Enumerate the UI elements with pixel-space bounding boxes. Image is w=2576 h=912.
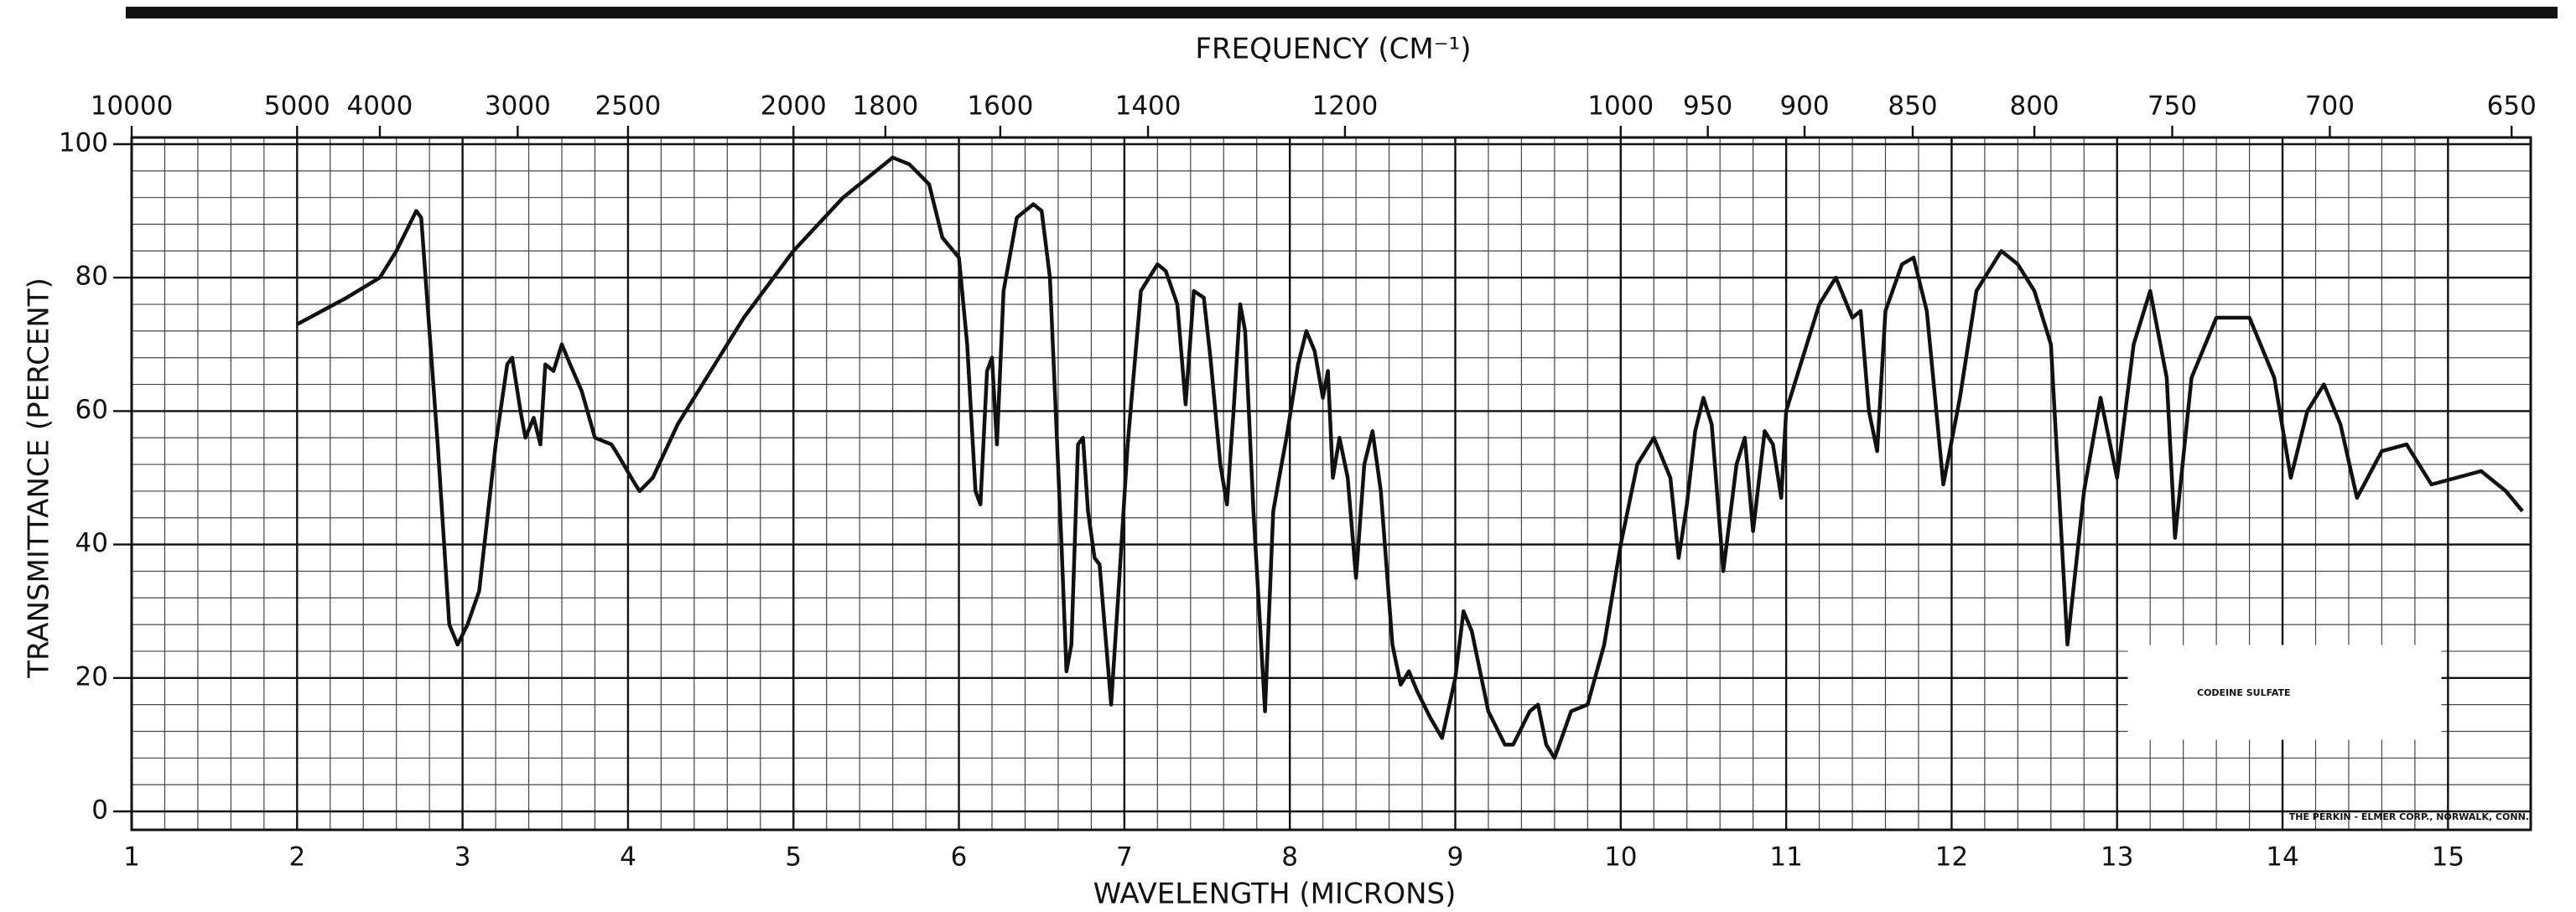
- x-tick-label: 9: [1447, 842, 1464, 873]
- top-axis-title: FREQUENCY (CM⁻¹): [1195, 33, 1471, 66]
- x-tick-label: 8: [1281, 842, 1298, 873]
- y-tick-label: 80: [75, 262, 108, 292]
- y-tick-label: 20: [75, 661, 108, 692]
- x2-tick-label: 800: [2009, 91, 2059, 122]
- y-tick-label: 40: [75, 528, 108, 558]
- x2-tick-label: 700: [2305, 91, 2355, 122]
- x-tick-label: 11: [1769, 842, 1802, 873]
- x-axis-title: WAVELENGTH (MICRONS): [1093, 878, 1457, 911]
- x2-tick-label: 900: [1779, 91, 1829, 122]
- x2-tick-label: 3000: [485, 91, 551, 122]
- x-tick-label: 4: [620, 842, 636, 873]
- top-border: [126, 7, 2558, 18]
- sample-label: CODEINE SULFATE: [2197, 687, 2291, 698]
- x-tick-label: 3: [454, 842, 471, 873]
- x-tick-label: 14: [2266, 842, 2298, 873]
- x-tick-label: 5: [785, 842, 802, 873]
- x2-tick-label: 850: [1888, 91, 1937, 122]
- x2-tick-label: 950: [1683, 91, 1732, 122]
- y-tick-label: 100: [59, 128, 108, 158]
- label-box: [2127, 645, 2442, 740]
- x2-tick-label: 1000: [1587, 91, 1654, 122]
- y-tick-label: 0: [91, 795, 108, 826]
- x-tick-label: 15: [2432, 842, 2464, 873]
- x2-tick-label: 1400: [1115, 91, 1182, 122]
- spectrum-line: [296, 155, 2524, 760]
- x-tick-label: 6: [951, 842, 968, 873]
- x-tick-label: 2: [288, 842, 305, 873]
- x2-tick-label: 5000: [264, 91, 330, 122]
- x2-tick-label: 1800: [852, 91, 918, 122]
- x-tick-label: 13: [2101, 842, 2133, 873]
- y-axis-title: TRANSMITTANCE (PERCENT): [23, 277, 56, 679]
- maker-label: THE PERKIN - ELMER CORP., NORWALK, CONN.: [2289, 811, 2529, 822]
- x-tick-label: 1: [123, 842, 140, 873]
- x2-tick-label: 4000: [347, 91, 413, 122]
- x-tick-label: 10: [1604, 842, 1637, 873]
- x-tick-label: 12: [1935, 842, 1968, 873]
- x-tick-label: 7: [1116, 842, 1133, 873]
- y-tick-label: 60: [75, 395, 108, 425]
- x2-tick-label: 1600: [967, 91, 1033, 122]
- x2-tick-label: 1200: [1311, 91, 1378, 122]
- x2-tick-label: 2000: [761, 91, 827, 122]
- x2-tick-label: 10000: [91, 91, 174, 122]
- x2-tick-label: 2500: [595, 91, 661, 122]
- x2-tick-label: 650: [2487, 91, 2537, 122]
- x2-tick-label: 750: [2148, 91, 2197, 122]
